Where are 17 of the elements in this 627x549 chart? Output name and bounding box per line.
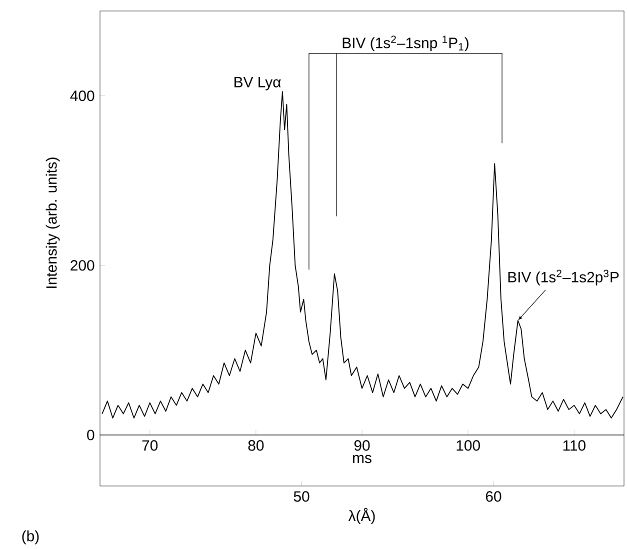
y-tick-label: 400 [70,90,94,101]
annotation: BIV (1s$^{2}$–1snp $^{1}$P$_{1}$) [342,35,468,52]
x-tick-label: 100 [456,440,480,451]
x-tick-label: 90 [354,440,370,451]
text: (b) [22,530,39,544]
annotation: BV Lyα [234,76,281,90]
x2-tick-label: 60 [486,491,502,502]
x-axis-title: ms [353,454,372,463]
x-tick-label: 110 [563,440,586,451]
y-axis-title: Intensity (arb. units) [46,158,60,288]
x-tick-label: 80 [248,440,264,451]
x2-axis-title: λ(Å) [348,508,375,524]
y-tick-label: 0 [87,430,94,440]
x-tick-label: 70 [142,440,158,451]
y-tick-label: 200 [70,260,94,271]
x2-tick-label: 50 [294,491,310,502]
annotation: BIV (1s$^{2}$–1s2p$^{3}$P [508,270,619,286]
